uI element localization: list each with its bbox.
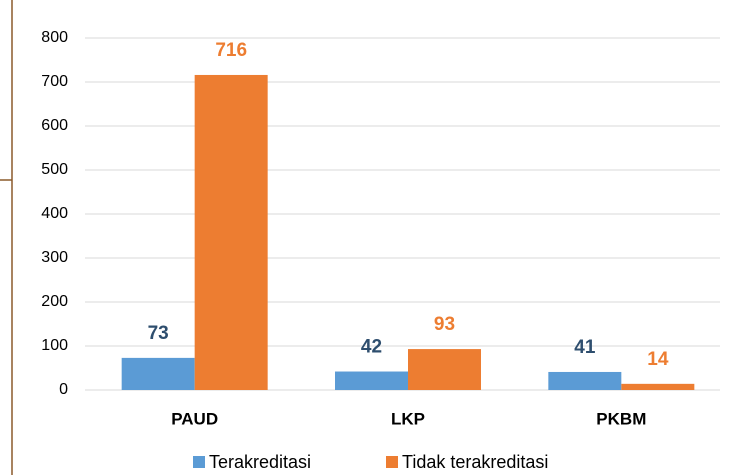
x-tick-label: PAUD <box>171 409 218 428</box>
x-tick-label: LKP <box>391 409 425 428</box>
y-tick-label: 0 <box>59 381 68 398</box>
y-tick-label: 800 <box>41 29 68 46</box>
y-tick-label: 600 <box>41 117 68 134</box>
data-label: 93 <box>434 314 455 335</box>
y-tick-label: 500 <box>41 161 68 178</box>
data-label: 41 <box>574 337 596 358</box>
y-tick-label: 700 <box>41 73 68 90</box>
bar <box>121 357 195 390</box>
legend-label: Terakreditasi <box>209 452 311 472</box>
y-tick-label: 300 <box>41 249 68 266</box>
x-tick-label: PKBM <box>596 409 646 428</box>
bar <box>548 371 622 390</box>
legend-swatch <box>193 456 205 468</box>
data-label: 716 <box>215 40 247 61</box>
bar <box>621 383 695 390</box>
bar <box>194 74 268 391</box>
y-tick-label: 200 <box>41 293 68 310</box>
data-label: 42 <box>361 337 382 358</box>
data-label: 73 <box>148 323 169 344</box>
legend-swatch <box>386 456 398 468</box>
data-label: 14 <box>647 349 669 370</box>
bar <box>408 349 481 390</box>
y-tick-label: 400 <box>41 205 68 222</box>
legend-label: Tidak terakreditasi <box>402 452 548 472</box>
bar <box>335 371 408 390</box>
y-tick-label: 100 <box>41 337 68 354</box>
